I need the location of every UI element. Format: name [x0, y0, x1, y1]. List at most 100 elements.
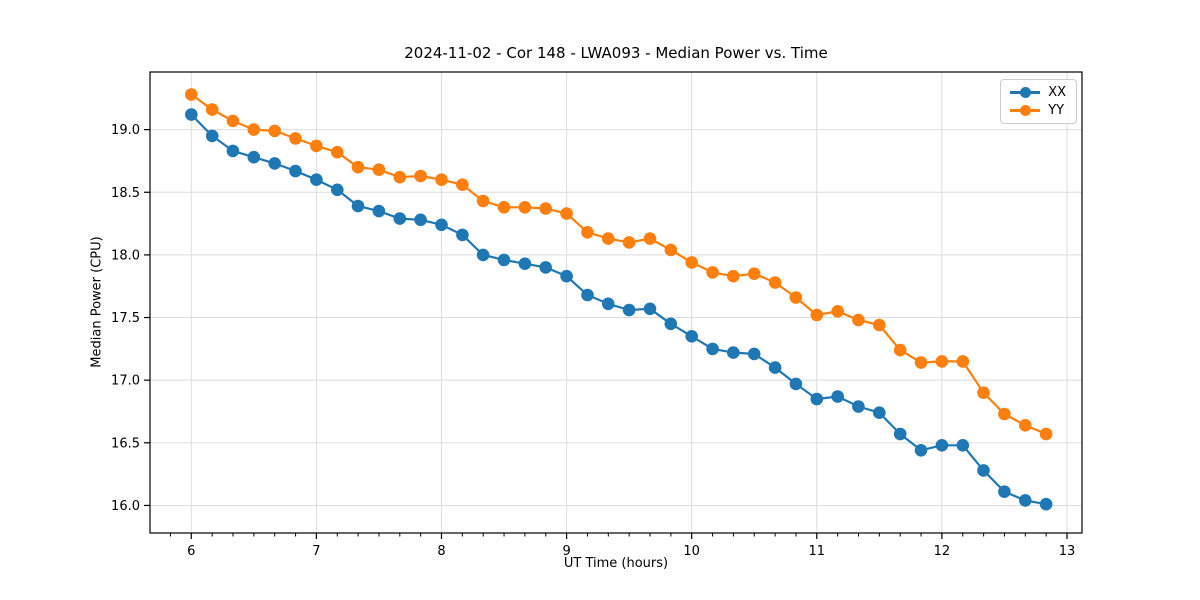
series-yy-point — [518, 201, 532, 214]
series-yy-point — [601, 232, 615, 245]
legend-entry-xx: XX — [1010, 86, 1066, 99]
series-xx-point — [706, 342, 719, 356]
series-xx-point — [1039, 497, 1053, 511]
series-yy-point — [810, 308, 824, 322]
series-yy-point — [393, 170, 407, 184]
legend-label: YY — [1048, 103, 1065, 118]
series-xx-point — [768, 361, 782, 374]
series-yy-point — [727, 269, 740, 283]
series-yy-point — [956, 355, 970, 368]
series-xx-point — [456, 228, 469, 242]
series-xx-point — [664, 317, 678, 331]
series-xx-point — [622, 303, 636, 317]
series-yy-point — [560, 207, 573, 220]
x-tick-label: 8 — [437, 544, 445, 559]
series-yy-point — [226, 114, 240, 128]
series-xx-point — [331, 183, 344, 197]
series-xx-point — [581, 288, 594, 302]
series-xx-point — [310, 173, 323, 186]
series-yy-point — [268, 124, 282, 138]
series-xx-point — [476, 248, 490, 262]
x-tick-label: 11 — [809, 544, 826, 559]
series-xx-point — [893, 427, 907, 441]
series-yy-point — [643, 232, 657, 245]
series-yy-point — [372, 163, 386, 176]
series-yy-point — [205, 103, 219, 116]
y-tick-label: 17.5 — [111, 311, 140, 326]
series-xx-point — [935, 439, 949, 452]
series-yy-point — [351, 160, 365, 174]
series-yy-point — [289, 132, 302, 145]
x-tick-label: 12 — [934, 544, 951, 559]
series-yy-point — [893, 343, 907, 357]
series-yy-point — [685, 256, 698, 269]
series-xx-point — [956, 439, 970, 452]
series-yy-point — [331, 145, 344, 159]
y-tick-label: 16.0 — [111, 499, 140, 514]
legend-label: XX — [1048, 85, 1066, 100]
series-xx-point — [643, 302, 657, 316]
series-yy-point — [789, 291, 803, 304]
series-yy-point — [435, 173, 448, 186]
x-tick-label: 6 — [187, 544, 195, 559]
series-yy-point — [914, 356, 928, 369]
series-yy-point — [1019, 419, 1032, 432]
series-xx-point — [435, 218, 448, 232]
series-yy-point — [935, 355, 949, 368]
y-tick-label: 18.0 — [111, 248, 140, 263]
series-xx-point — [727, 346, 740, 359]
y-tick-label: 18.5 — [111, 186, 140, 201]
series-xx-point — [601, 297, 615, 311]
series-xx-point — [351, 199, 365, 213]
series-yy-point — [831, 305, 844, 318]
series-yy-point — [852, 313, 865, 327]
series-yy-point — [977, 386, 990, 400]
y-axis-label: Median Power (CPU) — [89, 236, 105, 368]
series-xx-point — [518, 257, 532, 271]
series-xx-point — [205, 129, 219, 143]
series-yy-point — [706, 266, 719, 279]
series-xx-point — [289, 164, 302, 178]
series-xx-point — [914, 444, 928, 457]
series-yy-point — [185, 88, 198, 101]
series-xx-point — [852, 400, 865, 413]
series-xx-point — [185, 108, 198, 121]
series-xx-point — [977, 464, 990, 477]
series-xx-point — [685, 330, 698, 343]
series-yy-point — [768, 276, 782, 289]
series-xx-point — [560, 269, 573, 283]
y-tick-label: 17.0 — [111, 374, 140, 389]
series-yy-point — [247, 123, 261, 136]
x-tick-label: 9 — [562, 544, 570, 559]
series-yy-point — [747, 267, 761, 281]
series-yy-point — [622, 236, 636, 249]
legend-box: XX YY — [1000, 79, 1077, 124]
legend-marker-icon — [1010, 87, 1041, 99]
series-xx-point — [497, 253, 511, 267]
series-xx-point — [414, 213, 427, 227]
y-tick-label: 16.5 — [111, 436, 140, 451]
series-yy-point — [456, 178, 469, 191]
series-xx-point — [539, 261, 552, 274]
series-yy-point — [310, 139, 323, 153]
series-yy-point — [664, 243, 678, 257]
series-yy-point — [581, 226, 594, 239]
series-yy-point — [873, 318, 886, 332]
series-yy-point — [414, 169, 427, 183]
series-xx-point — [226, 144, 240, 158]
y-tick-label: 19.0 — [111, 123, 140, 138]
series-yy-point — [998, 407, 1011, 421]
series-yy-point — [539, 202, 552, 215]
plot-border — [149, 71, 1083, 534]
series-xx-point — [372, 204, 386, 218]
series-xx-point — [998, 485, 1011, 499]
x-tick-label: 10 — [683, 544, 700, 559]
legend-marker-icon — [1010, 105, 1041, 117]
series-xx-point — [393, 212, 407, 225]
x-tick-label: 13 — [1059, 544, 1076, 559]
series-xx-point — [268, 157, 282, 170]
x-axis-label: UT Time (hours) — [563, 556, 669, 571]
series-xx-point — [810, 392, 824, 406]
